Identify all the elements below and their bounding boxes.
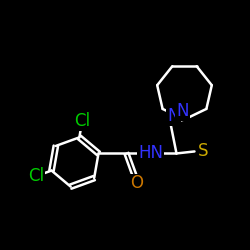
Text: S: S <box>198 142 209 160</box>
Text: N: N <box>167 108 180 126</box>
Text: N: N <box>176 102 189 120</box>
Text: Cl: Cl <box>28 167 44 185</box>
Text: Cl: Cl <box>74 112 90 130</box>
Text: HN: HN <box>138 144 163 162</box>
Text: O: O <box>130 174 143 192</box>
